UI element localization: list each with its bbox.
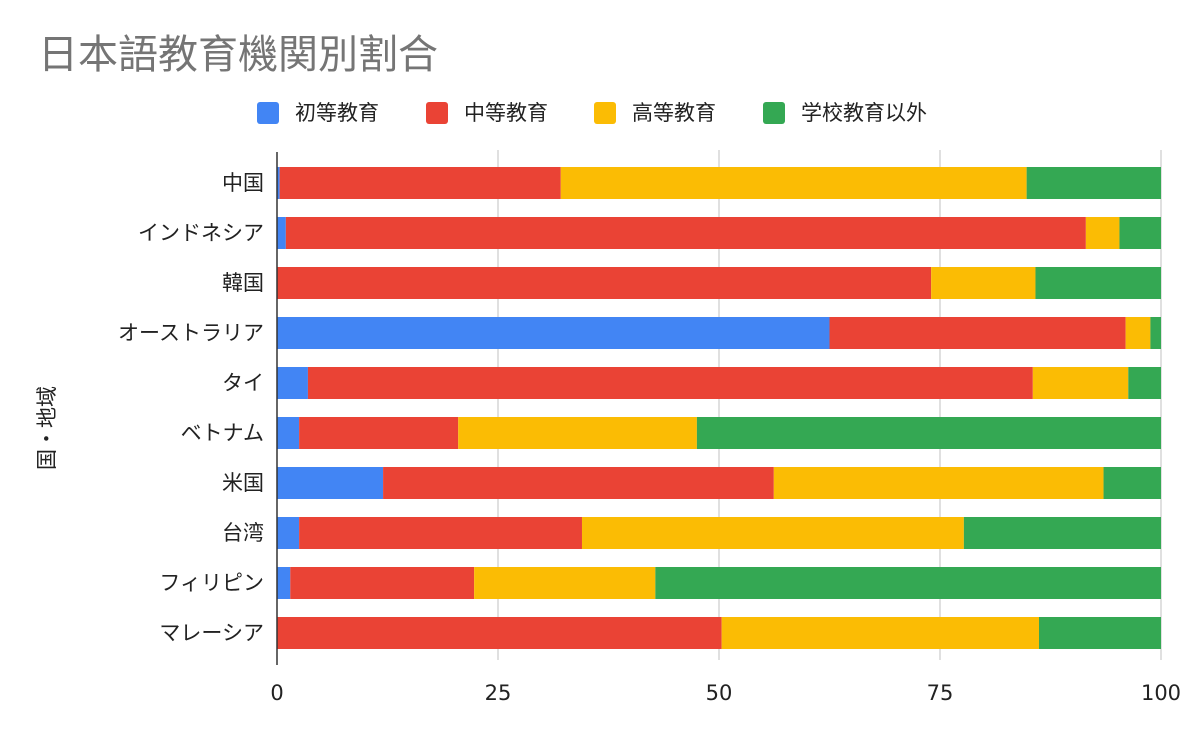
category-label: 韓国 [222,271,264,295]
x-tick-label: 50 [706,681,733,705]
x-tick-label: 100 [1141,681,1181,705]
x-tick-label: 0 [270,681,283,705]
legend-label: 初等教育 [295,101,379,125]
bar-segment [458,417,697,449]
bar-segment [299,417,459,449]
bar-segment [696,417,1161,449]
x-tick-label: 25 [485,681,512,705]
bar-segment [1128,367,1161,399]
legend-swatch [594,102,616,124]
legend-swatch [426,102,448,124]
bar-segment [1150,317,1161,349]
category-label: 台湾 [222,521,264,545]
bar-segment [277,517,300,549]
bar-segment [277,417,300,449]
category-label: タイ [222,371,264,395]
bar-segment [560,167,1027,199]
category-label: 米国 [222,471,264,495]
bars [277,167,1161,649]
bar-segment [721,617,1040,649]
category-label: インドネシア [138,221,264,245]
legend-label: 高等教育 [632,101,716,125]
y-axis-title: 国・地域 [35,386,59,470]
bar-segment [1085,217,1120,249]
bar-segment [474,567,656,599]
bar-segment [277,567,291,599]
bar-segment [931,267,1036,299]
bar-segment [285,217,1086,249]
bar-segment [1125,317,1151,349]
bar-segment [581,517,964,549]
bar-segment [277,167,280,199]
legend-swatch [763,102,785,124]
bar-segment [307,367,1033,399]
bar-segment [963,517,1161,549]
category-label: オーストラリア [118,321,264,345]
bar-segment [1103,467,1161,499]
legend: 初等教育 中等教育 高等教育 学校教育以外 [257,101,927,125]
bar-segment [1026,167,1161,199]
bar-segment [279,167,561,199]
category-label: ベトナム [181,421,264,445]
bar-segment [290,567,475,599]
bar-segment [277,467,384,499]
legend-swatch [257,102,279,124]
chart-title: 日本語教育機関別割合 [38,32,438,78]
category-label: マレーシア [159,621,264,645]
bar-segment [277,267,932,299]
x-tick-label: 75 [927,681,954,705]
bar-segment [1119,217,1161,249]
bar-segment [383,467,774,499]
bar-segment [829,317,1126,349]
bar-segment [277,367,308,399]
bar-segment [1035,267,1161,299]
legend-label: 中等教育 [464,101,548,125]
category-label: フィリピン [159,571,264,595]
legend-label: 学校教育以外 [801,101,927,125]
bar-segment [277,217,286,249]
bar-segment [299,517,582,549]
x-tick-labels: 0 25 50 75 100 [270,681,1181,705]
bar-segment [655,567,1161,599]
category-label: 中国 [222,171,264,195]
bar-segment [1032,367,1129,399]
bar-segment [773,467,1104,499]
bar-segment [1039,617,1161,649]
bar-segment [277,617,722,649]
bar-segment [277,317,830,349]
